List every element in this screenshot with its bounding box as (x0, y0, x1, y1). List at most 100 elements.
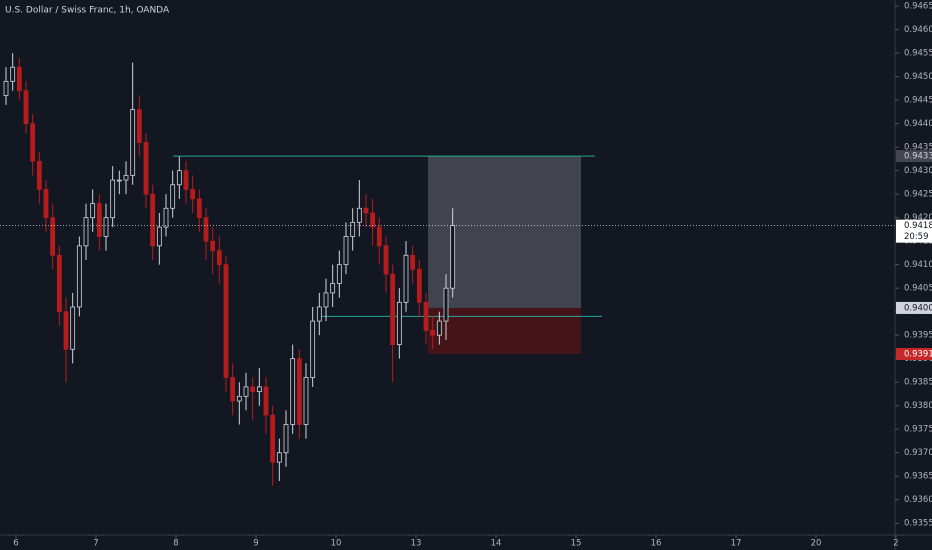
candle-body (350, 221, 356, 237)
candle-body (163, 207, 169, 228)
candle-body (356, 207, 362, 223)
candle-body (210, 240, 216, 251)
candle-body (243, 386, 249, 397)
candle-body (23, 90, 29, 125)
x-tick-label: 17 (731, 539, 742, 549)
candle-body (376, 226, 382, 247)
price-label-box (896, 301, 932, 314)
price-label-box (896, 348, 932, 361)
candle-body (203, 217, 209, 242)
candle-body (63, 311, 69, 350)
candle-body (443, 287, 449, 322)
candle-body (116, 179, 122, 182)
candle-body (156, 226, 162, 247)
candle-body (250, 386, 256, 393)
countdown-label: 20:59 (904, 232, 929, 242)
candle-body (390, 273, 396, 346)
candle-body (256, 386, 262, 393)
candle-body (303, 377, 309, 425)
candle-body (283, 424, 289, 454)
candle-body (423, 301, 429, 331)
candle-body (136, 109, 142, 143)
candle-body (76, 245, 82, 308)
candle-body (323, 292, 329, 308)
candle-body (310, 320, 316, 378)
candle-body (430, 330, 436, 336)
price-label: 0.94008 (904, 303, 932, 313)
candle-body (110, 179, 116, 219)
candle-body (36, 160, 42, 190)
candle-body (130, 109, 136, 176)
last-price-box (896, 219, 932, 243)
price-label: 0.94331 (904, 152, 932, 162)
x-tick-label: 8 (173, 539, 178, 549)
candle-body (316, 306, 322, 322)
candle-body (16, 66, 22, 92)
candle-body (190, 189, 196, 200)
x-tick-label: 9 (253, 539, 258, 549)
candle-body (236, 395, 242, 402)
candle-body (276, 452, 282, 463)
candle-body (223, 264, 229, 378)
candle-body (290, 358, 296, 425)
x-tick-label: 10 (331, 539, 342, 549)
candle-body (50, 217, 56, 256)
candle-body (43, 189, 49, 219)
candle-body (330, 283, 336, 294)
chart-title: U.S. Dollar / Swiss Franc, 1h, OANDA (5, 6, 170, 16)
price-axis-panel (895, 0, 932, 550)
candle-body (90, 203, 96, 219)
candle-body (403, 254, 409, 303)
last-price-label: 0.94183 (904, 221, 932, 231)
candle-body (216, 250, 222, 266)
x-tick-label: 2 (893, 539, 898, 549)
position-loss-zone (428, 307, 581, 355)
candle-body (70, 306, 76, 350)
x-tick-label: 14 (491, 539, 502, 549)
plot-area (0, 53, 895, 486)
x-tick-label: 15 (571, 539, 582, 549)
candle-body (410, 254, 416, 270)
candle-body (176, 170, 182, 186)
candle-body (123, 174, 129, 181)
candle-body (436, 320, 442, 336)
x-tick-label: 7 (93, 539, 98, 549)
candle-body (343, 236, 349, 266)
candle-body (383, 245, 389, 275)
candle-body (270, 414, 276, 463)
candle-body (196, 198, 202, 219)
x-tick-label: 20 (811, 539, 822, 549)
candle-body (56, 254, 62, 313)
candle-body (416, 268, 422, 303)
candle-body (150, 193, 156, 247)
candle-body (30, 123, 36, 162)
candle-body (296, 358, 302, 425)
candle-body (170, 184, 176, 209)
candle-body (336, 264, 342, 284)
candle-body (263, 386, 269, 416)
candle-body (3, 80, 9, 96)
candle-body (96, 203, 102, 237)
x-tick-label: 6 (13, 539, 18, 549)
candle-body (230, 377, 236, 402)
